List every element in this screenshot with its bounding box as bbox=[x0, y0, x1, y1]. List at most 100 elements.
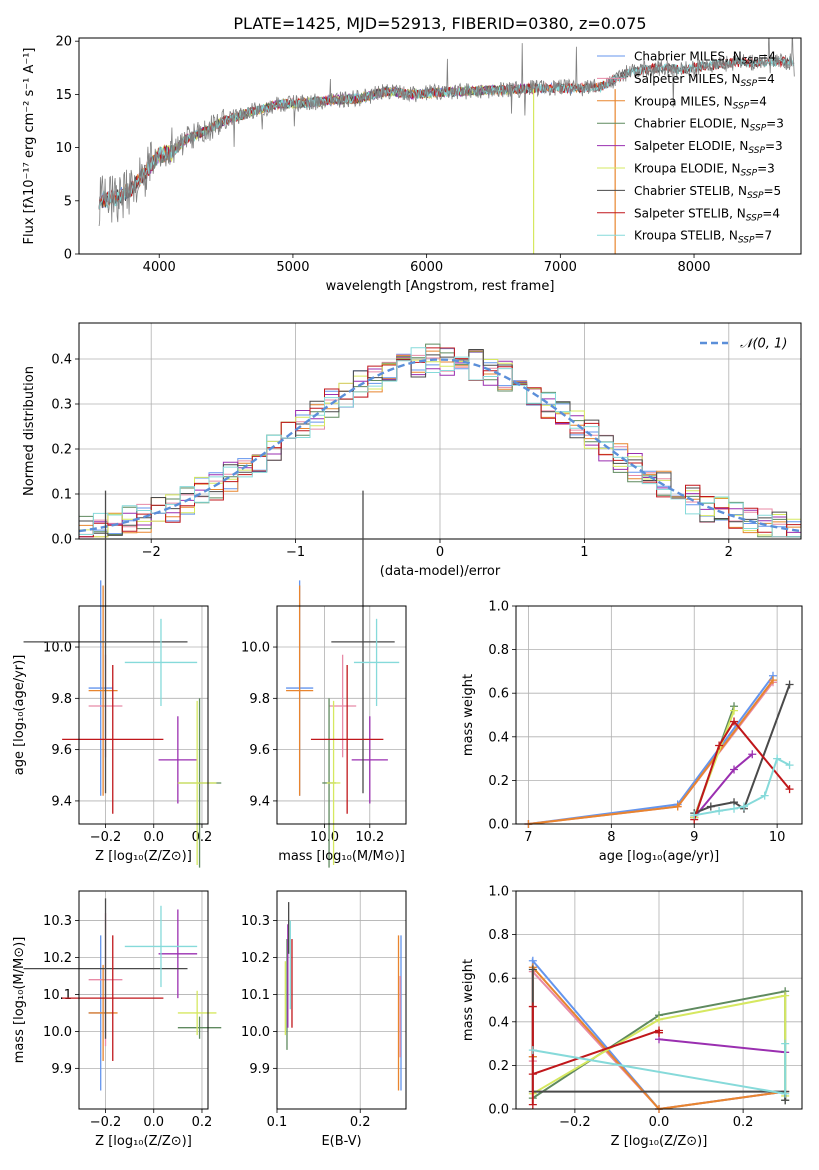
y-tick-label: 0.2 bbox=[51, 443, 72, 458]
x-tick-label: 0.2 bbox=[192, 1115, 213, 1130]
plus-marker bbox=[528, 1046, 537, 1055]
legend-name: Chabrier STELIB, N bbox=[634, 184, 747, 198]
errorbar-point bbox=[124, 905, 198, 988]
axes-frame bbox=[276, 890, 407, 1110]
plus-marker bbox=[781, 991, 790, 1000]
y-tick-label: 0.4 bbox=[51, 353, 72, 368]
x-tick-label: −2 bbox=[142, 545, 161, 560]
plus-marker bbox=[781, 1089, 790, 1098]
legend-entry: Chabrier ELODIE, NSSP=3 bbox=[634, 117, 784, 134]
y-tick-label: 10.2 bbox=[241, 951, 270, 966]
y-tick-label: 10.1 bbox=[241, 988, 270, 1003]
legend-count: =4 bbox=[762, 206, 780, 220]
plus-marker bbox=[730, 706, 739, 715]
panel-age_vs_Z: −0.2 0.0 0.2 9.4 9.6 9.8 10.0 Z [log₁₀(Z/Z⊙)] ag… bbox=[12, 490, 222, 868]
plus-marker bbox=[785, 680, 794, 689]
legend-name: Kroupa MILES, N bbox=[634, 94, 733, 108]
errorbar-point bbox=[158, 909, 198, 999]
x-axis-label: wavelength [Angstrom, rest frame] bbox=[326, 279, 555, 294]
x-tick-label: 7 bbox=[524, 830, 532, 845]
plus-marker bbox=[715, 741, 724, 750]
y-axis-label: mass [log₁₀(M/M⊙)] bbox=[12, 937, 27, 1064]
y-tick-label: 1.0 bbox=[488, 600, 509, 615]
grid-lines bbox=[79, 606, 208, 824]
y-tick-label: 10.2 bbox=[43, 951, 72, 966]
legend-name: Chabrier MILES, N bbox=[634, 50, 742, 64]
legend-subscript: SSP bbox=[746, 213, 763, 223]
x-tick-label: −1 bbox=[286, 545, 305, 560]
errorbar-point bbox=[158, 716, 198, 804]
plus-marker bbox=[528, 1070, 537, 1079]
x-axis-label: mass [log₁₀(M/M⊙)] bbox=[278, 849, 405, 864]
panel-age_vs_mass: 10.0 10.2 9.4 9.6 9.8 10.0 mass [log₁₀(M/M⊙)] bbox=[241, 490, 407, 868]
errorbar-point bbox=[62, 935, 164, 1061]
histogram-salpeter-stelib bbox=[79, 347, 801, 538]
y-tick-label: 10.0 bbox=[241, 1025, 270, 1040]
errorbar-point bbox=[353, 618, 400, 707]
grid-lines bbox=[79, 891, 208, 1109]
normal-reference-curve bbox=[79, 358, 801, 533]
x-axis-label: (data-model)/error bbox=[380, 564, 501, 579]
x-tick-label: 10.2 bbox=[355, 830, 384, 845]
plus-marker bbox=[773, 754, 782, 763]
x-axis-label: Z [log₁₀(Z/Z⊙)] bbox=[95, 849, 192, 864]
legend-subscript: SSP bbox=[738, 236, 755, 246]
plot-area bbox=[528, 956, 790, 1113]
panel-massweight_vs_Z: −0.2 0.0 0.2 0.0 0.2 0.4 0.6 0.8 1.0 Z [log₁₀(Z/Z… bbox=[461, 885, 803, 1149]
y-tick-label: 10.3 bbox=[241, 914, 270, 929]
errorbar-point bbox=[310, 664, 384, 814]
plus-marker bbox=[785, 761, 794, 770]
x-tick-label: 2 bbox=[725, 545, 733, 560]
legend-entry: Kroupa STELIB, NSSP=7 bbox=[634, 229, 772, 246]
y-tick-label: 0.3 bbox=[51, 398, 72, 413]
axes-frame bbox=[515, 605, 803, 825]
figure-title: PLATE=1425, MJD=52913, FIBERID=0380, z=0… bbox=[233, 14, 646, 33]
tick-marks bbox=[75, 646, 203, 828]
x-tick-label: 0.2 bbox=[733, 1115, 754, 1130]
y-tick-label: 0 bbox=[64, 248, 72, 263]
x-tick-label: 0.2 bbox=[192, 830, 213, 845]
legend-entry: Kroupa ELODIE, NSSP=3 bbox=[634, 162, 775, 179]
plus-marker bbox=[739, 802, 748, 811]
plus-marker bbox=[715, 806, 724, 815]
x-tick-label: 0.1 bbox=[267, 1115, 288, 1130]
legend-subscript: SSP bbox=[750, 124, 767, 134]
legend-subscript: SSP bbox=[733, 101, 750, 111]
plus-marker bbox=[730, 765, 739, 774]
y-tick-label: 9.4 bbox=[249, 794, 270, 809]
grid-lines bbox=[276, 891, 406, 1109]
y-tick-label: 10 bbox=[55, 141, 72, 156]
y-axis-label: Flux [fλ10⁻¹⁷ erg cm⁻² s⁻¹ A⁻¹] bbox=[22, 48, 37, 245]
errorbar-point bbox=[88, 580, 113, 796]
y-axis-label: Normed distribution bbox=[22, 366, 37, 496]
series-line bbox=[658, 1038, 786, 1054]
y-tick-label: 20 bbox=[55, 35, 72, 50]
panel-residuals: −2 −1 0 1 2 0.0 0.1 0.2 0.3 0.4 (data-model)/error… bbox=[22, 322, 802, 579]
plus-marker bbox=[655, 1028, 663, 1037]
y-tick-label: 9.8 bbox=[249, 692, 270, 707]
x-tick-label: 10.0 bbox=[310, 830, 339, 845]
x-axis-label: E(B-V) bbox=[321, 1134, 361, 1149]
y-tick-label: 10.0 bbox=[43, 1025, 72, 1040]
plus-marker bbox=[706, 802, 715, 811]
grid-lines bbox=[277, 606, 406, 824]
tick-marks bbox=[75, 358, 730, 543]
y-tick-label: 9.8 bbox=[51, 692, 72, 707]
errorbar-point bbox=[177, 990, 217, 1036]
x-tick-label: 0.0 bbox=[649, 1115, 670, 1130]
legend-name: Kroupa STELIB, N bbox=[634, 229, 738, 243]
plus-marker bbox=[748, 750, 757, 759]
panel-massweight_vs_age: 7 8 9 10 0.0 0.2 0.4 0.6 0.8 1.0 age [log₁₀(age/yr… bbox=[461, 600, 803, 864]
legend-entry: Salpeter MILES, NSSP=4 bbox=[634, 72, 775, 89]
plus-marker bbox=[768, 676, 777, 685]
x-tick-label: 8000 bbox=[677, 260, 710, 275]
plus-marker bbox=[673, 802, 682, 811]
y-tick-label: 15 bbox=[55, 88, 72, 103]
legend-entry: Chabrier STELIB, NSSP=5 bbox=[634, 184, 781, 201]
x-axis-label: Z [log₁₀(Z/Z⊙)] bbox=[95, 1134, 192, 1149]
legend-subscript: SSP bbox=[748, 146, 765, 156]
y-tick-label: 10.1 bbox=[43, 988, 72, 1003]
x-tick-label: 6000 bbox=[410, 260, 443, 275]
errorbar-point bbox=[331, 490, 395, 794]
legend-subscript: SSP bbox=[742, 57, 759, 67]
